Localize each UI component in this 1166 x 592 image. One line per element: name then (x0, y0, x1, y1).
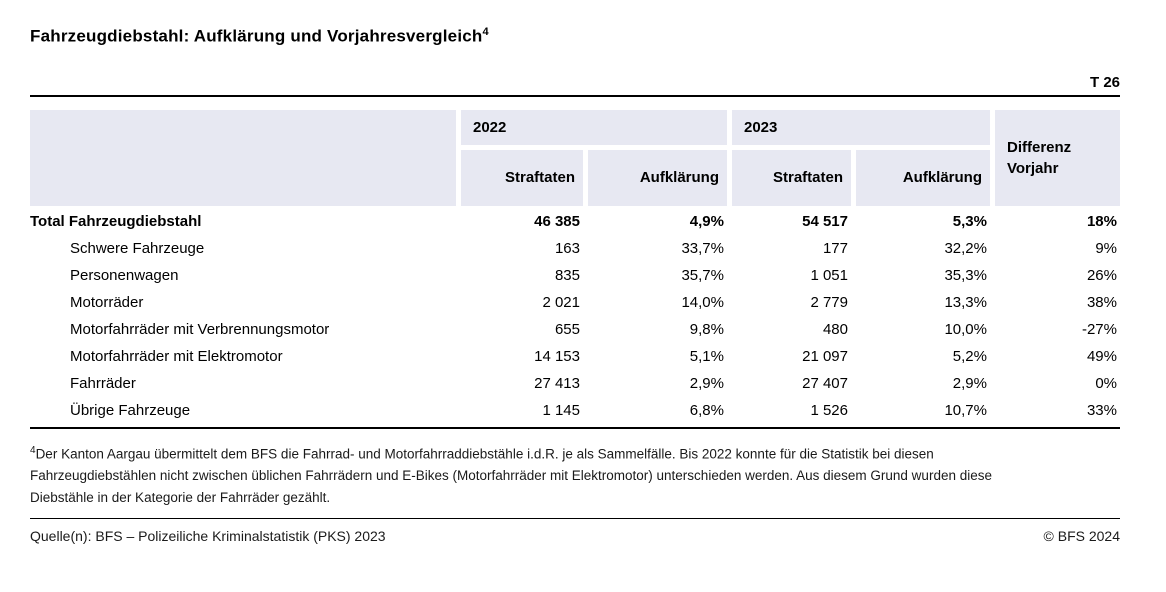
cell-straftaten-2022: 14 153 (534, 348, 580, 366)
cell-aufklaerung-2023: 32,2% (944, 240, 987, 258)
cell-straftaten-2022: 163 (554, 240, 580, 258)
table-row: Personenwagen 835 35,7% 1 051 35,3% 26% (30, 265, 1120, 287)
row-label: Fahrräder (70, 375, 136, 393)
table-row-total: Total Fahrzeugdiebstahl 46 385 4,9% 54 5… (30, 211, 1120, 233)
cell-straftaten-2023: 1 526 (810, 402, 848, 420)
cell-straftaten-2023: 177 (822, 240, 848, 258)
cell-aufklaerung-2022: 6,8% (689, 402, 724, 420)
row-label: Übrige Fahrzeuge (70, 402, 191, 420)
header-group-2022: 2022 (461, 109, 727, 145)
cell-aufklaerung-2022: 9,8% (689, 321, 724, 339)
table-row: Motorfahrräder mit Elektromotor 14 153 5… (30, 346, 1120, 368)
header-corner-cell (30, 109, 456, 206)
table-row: Motorfahrräder mit Verbrennungsmotor 655… (30, 319, 1120, 341)
cell-aufklaerung-2022: 35,7% (681, 267, 724, 285)
cell-differenz: 38% (1086, 294, 1117, 312)
cell-straftaten-2022: 1 145 (542, 402, 580, 420)
cell-straftaten-2023: 480 (822, 321, 848, 339)
row-label: Motorräder (70, 294, 144, 312)
footnote-text-1: Der Kanton Aargau übermittelt dem BFS di… (35, 446, 934, 462)
cell-differenz: 18% (1086, 213, 1117, 231)
cell-straftaten-2022: 2 021 (542, 294, 580, 312)
page-title: Fahrzeugdiebstahl: Aufklärung und Vorjah… (30, 26, 1120, 47)
cell-straftaten-2023: 27 407 (802, 375, 848, 393)
footnote-line-2: Fahrzeugdiebstählen nicht zwischen üblic… (30, 468, 992, 484)
source-separator-rule (30, 518, 1120, 520)
footnote-line-1: 4Der Kanton Aargau übermittelt dem BFS d… (30, 440, 1120, 466)
cell-aufklaerung-2022: 14,0% (681, 294, 724, 312)
table-row: Schwere Fahrzeuge 163 33,7% 177 32,2% 9% (30, 238, 1120, 260)
vehicle-theft-table: 2022 2023 Differenz Vorjahr Straftaten A… (25, 105, 1125, 427)
cell-differenz: 26% (1086, 267, 1117, 285)
footnote-line-3: Diebstähle in der Kategorie der Fahrräde… (30, 490, 331, 506)
table-header: 2022 2023 Differenz Vorjahr Straftaten A… (30, 109, 1120, 206)
table-row: Fahrräder 27 413 2,9% 27 407 2,9% 0% (30, 373, 1120, 395)
table-row: Übrige Fahrzeuge 1 145 6,8% 1 526 10,7% … (30, 400, 1120, 422)
cell-differenz: 33% (1086, 402, 1117, 420)
cell-aufklaerung-2023: 2,9% (952, 375, 987, 393)
table-tag: T 26 (1089, 73, 1120, 91)
cell-straftaten-2022: 655 (554, 321, 580, 339)
page-content: Fahrzeugdiebstahl: Aufklärung und Vorjah… (30, 0, 1120, 544)
footnote-marker: 4 (30, 444, 36, 456)
row-label: Total Fahrzeugdiebstahl (30, 213, 202, 231)
cell-differenz: 0% (1095, 375, 1117, 393)
table-body: Total Fahrzeugdiebstahl 46 385 4,9% 54 5… (30, 211, 1120, 422)
cell-aufklaerung-2022: 5,1% (689, 348, 724, 366)
cell-aufklaerung-2023: 13,3% (944, 294, 987, 312)
cell-straftaten-2023: 21 097 (802, 348, 848, 366)
cell-straftaten-2023: 1 051 (810, 267, 848, 285)
row-label: Motorfahrräder mit Elektromotor (70, 348, 283, 366)
cell-differenz: 49% (1086, 348, 1117, 366)
row-label: Motorfahrräder mit Verbrennungsmotor (70, 321, 330, 339)
title-footnote-ref: 4 (482, 26, 489, 38)
cell-straftaten-2022: 27 413 (534, 375, 580, 393)
source-text: Quelle(n): BFS – Polizeiliche Kriminalst… (30, 528, 386, 545)
header-group-2023: 2023 (732, 109, 990, 145)
cell-differenz: -27% (1081, 321, 1117, 339)
cell-aufklaerung-2023: 5,3% (952, 213, 987, 231)
cell-differenz: 9% (1095, 240, 1117, 258)
cell-aufklaerung-2023: 35,3% (944, 267, 987, 285)
cell-straftaten-2023: 2 779 (810, 294, 848, 312)
header-straftaten-2023: Straftaten (732, 149, 851, 206)
footnote: 4Der Kanton Aargau übermittelt dem BFS d… (30, 440, 1120, 510)
header-differenz-line1: Differenz (1007, 138, 1072, 156)
copyright-text: © BFS 2024 (1043, 528, 1120, 545)
source-row: Quelle(n): BFS – Polizeiliche Kriminalst… (30, 519, 1120, 544)
cell-aufklaerung-2023: 5,2% (952, 348, 987, 366)
page-title-text: Fahrzeugdiebstahl: Aufklärung und Vorjah… (30, 26, 483, 46)
table-row: Motorräder 2 021 14,0% 2 779 13,3% 38% (30, 292, 1120, 314)
header-aufklaerung-2022: Aufklärung (588, 149, 727, 206)
header-differenz-line2: Vorjahr (1007, 159, 1059, 177)
cell-aufklaerung-2022: 2,9% (689, 375, 724, 393)
cell-straftaten-2022: 835 (554, 267, 580, 285)
cell-aufklaerung-2022: 33,7% (681, 240, 724, 258)
cell-aufklaerung-2023: 10,0% (944, 321, 987, 339)
cell-aufklaerung-2023: 10,7% (944, 402, 987, 420)
row-label: Personenwagen (70, 267, 179, 285)
header-aufklaerung-2023: Aufklärung (856, 149, 990, 206)
header-differenz-vorjahr: Differenz Vorjahr (995, 109, 1120, 206)
row-label: Schwere Fahrzeuge (70, 240, 205, 258)
header-straftaten-2022: Straftaten (461, 149, 583, 206)
table-bottom-rule (30, 426, 1120, 429)
table-tag-row: T 26 (30, 74, 1120, 97)
cell-aufklaerung-2022: 4,9% (689, 213, 724, 231)
cell-straftaten-2023: 54 517 (802, 213, 848, 231)
cell-straftaten-2022: 46 385 (534, 213, 580, 231)
